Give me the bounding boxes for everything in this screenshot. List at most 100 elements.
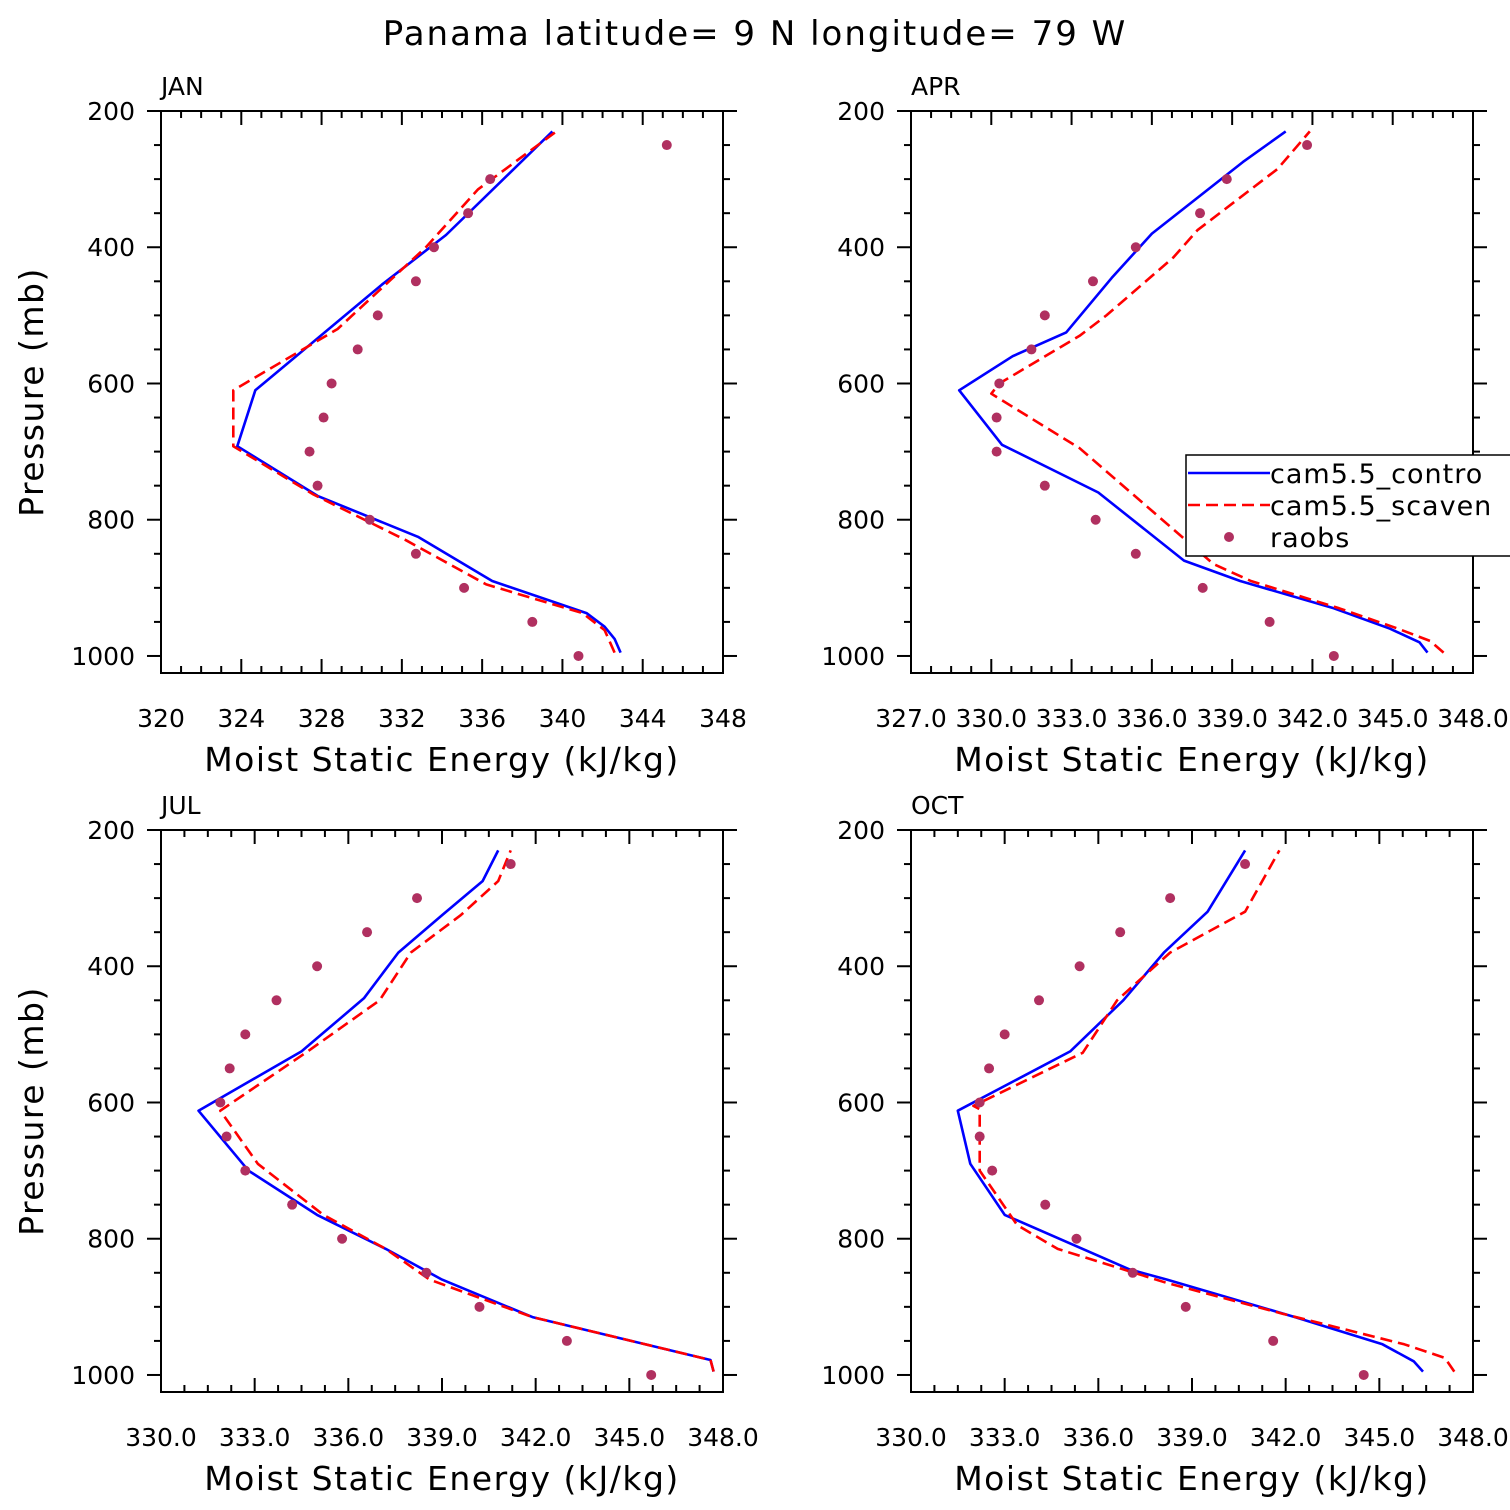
- raobs-point: [1221, 174, 1232, 185]
- x-tick-label: 339.0: [1196, 704, 1268, 733]
- panel-title: APR: [911, 72, 961, 101]
- y-axis-label: Pressure (mb): [12, 986, 51, 1236]
- raobs-point: [661, 140, 672, 151]
- panel-jan: 320 324 328 332 336 340 344 348 200 400 600 800 1000…: [12, 72, 747, 779]
- raobs-point: [412, 893, 423, 904]
- raobs-point: [1268, 1335, 1279, 1346]
- x-tick-label: 340: [539, 704, 587, 733]
- raobs-point: [1026, 344, 1037, 355]
- x-tick-label: 345.0: [594, 1423, 666, 1452]
- y-tick-label: 1000: [821, 642, 885, 671]
- raobs-point: [1087, 276, 1098, 287]
- raobs-point: [428, 242, 439, 253]
- raobs-point: [410, 276, 421, 287]
- x-tick-label: 348.0: [687, 1423, 759, 1452]
- raobs-point: [1039, 310, 1050, 321]
- raobs-point: [1302, 140, 1313, 151]
- x-tick-label: 342.0: [1277, 704, 1349, 733]
- panel-jul: 330.0 333.0 336.0 339.0 342.0 345.0 348.0 200 40…: [12, 791, 759, 1498]
- raobs-point: [1328, 650, 1339, 661]
- raobs-point: [1127, 1267, 1138, 1278]
- y-tick-label: 1000: [821, 1361, 885, 1390]
- raobs-point: [410, 548, 421, 559]
- raobs-point: [240, 1029, 251, 1040]
- x-tick-label: 333.0: [219, 1423, 291, 1452]
- raobs-point: [463, 208, 474, 219]
- x-tick-label: 336.0: [1063, 1423, 1135, 1452]
- raobs-point: [364, 514, 375, 525]
- raobs-point: [224, 1063, 235, 1074]
- panel-title: OCT: [911, 791, 964, 820]
- x-tick-label: 339.0: [1156, 1423, 1228, 1452]
- x-tick-label: 348.0: [1437, 704, 1509, 733]
- raobs-point: [240, 1165, 251, 1176]
- x-tick-label: 344: [619, 704, 667, 733]
- control-line: [236, 130, 622, 654]
- raobs-point: [221, 1131, 232, 1142]
- raobs-point: [1180, 1301, 1191, 1312]
- legend-label: cam5.5_contro: [1270, 459, 1483, 490]
- raobs-point: [362, 927, 373, 938]
- x-tick-label: 330.0: [125, 1423, 197, 1452]
- raobs-point: [987, 1165, 998, 1176]
- y-tick-label: 800: [87, 1225, 135, 1254]
- x-tick-label: 327.0: [875, 704, 947, 733]
- y-tick-label: 800: [87, 506, 135, 535]
- raobs-point: [1130, 242, 1141, 253]
- raobs-point: [312, 480, 323, 491]
- raobs-point: [326, 378, 337, 389]
- plot-frame: [910, 829, 1474, 1393]
- panels: 320 324 328 332 336 340 344 348 200 400 600 800 1000…: [12, 72, 1509, 1498]
- x-tick-label: 348.0: [1437, 1423, 1509, 1452]
- raobs-point: [974, 1131, 985, 1142]
- x-tick-label: 339.0: [406, 1423, 478, 1452]
- x-tick-label: 328: [298, 704, 346, 733]
- control-line: [956, 849, 1424, 1373]
- scavenging-line: [219, 849, 715, 1372]
- x-tick-label: 333.0: [969, 1423, 1041, 1452]
- raobs-point: [215, 1097, 226, 1108]
- x-tick-label: 342.0: [500, 1423, 572, 1452]
- raobs-point: [1039, 480, 1050, 491]
- x-tick-label: 324: [217, 704, 265, 733]
- raobs-point: [421, 1267, 432, 1278]
- raobs-point: [984, 1063, 995, 1074]
- raobs-point: [1115, 927, 1126, 938]
- raobs-point: [974, 1097, 985, 1108]
- y-axis-label: Pressure (mb): [12, 267, 51, 517]
- raobs-point: [561, 1335, 572, 1346]
- raobs-point: [505, 859, 516, 870]
- x-axis-label: Moist Static Energy (kJ/kg): [204, 1459, 680, 1498]
- y-tick-label: 600: [87, 369, 135, 398]
- plot-frame: [160, 110, 724, 674]
- raobs-point: [1074, 961, 1085, 972]
- raobs-point: [991, 412, 1002, 423]
- x-tick-label: 320: [137, 704, 185, 733]
- raobs-point: [1165, 893, 1176, 904]
- raobs-point: [271, 995, 282, 1006]
- x-tick-label: 336.0: [313, 1423, 385, 1452]
- raobs-point: [352, 344, 363, 355]
- raobs-point: [1071, 1233, 1082, 1244]
- y-tick-label: 200: [837, 97, 885, 126]
- raobs-point: [1195, 208, 1206, 219]
- y-tick-label: 1000: [71, 1361, 135, 1390]
- raobs-point: [485, 174, 496, 185]
- x-tick-label: 336: [458, 704, 506, 733]
- x-tick-label: 333.0: [1036, 704, 1108, 733]
- y-tick-label: 200: [87, 97, 135, 126]
- legend-swatch-raobs: [1224, 532, 1234, 542]
- raobs-point: [304, 446, 315, 457]
- raobs-point: [527, 616, 538, 627]
- control-line: [957, 130, 1429, 654]
- raobs-point: [1040, 1199, 1051, 1210]
- raobs-point: [573, 650, 584, 661]
- x-axis-label: Moist Static Energy (kJ/kg): [204, 740, 680, 779]
- panel-title: JUL: [159, 791, 201, 820]
- raobs-point: [372, 310, 383, 321]
- legend-label: cam5.5_scaven: [1270, 491, 1492, 522]
- y-tick-label: 400: [87, 233, 135, 262]
- scavenging-line: [989, 130, 1445, 654]
